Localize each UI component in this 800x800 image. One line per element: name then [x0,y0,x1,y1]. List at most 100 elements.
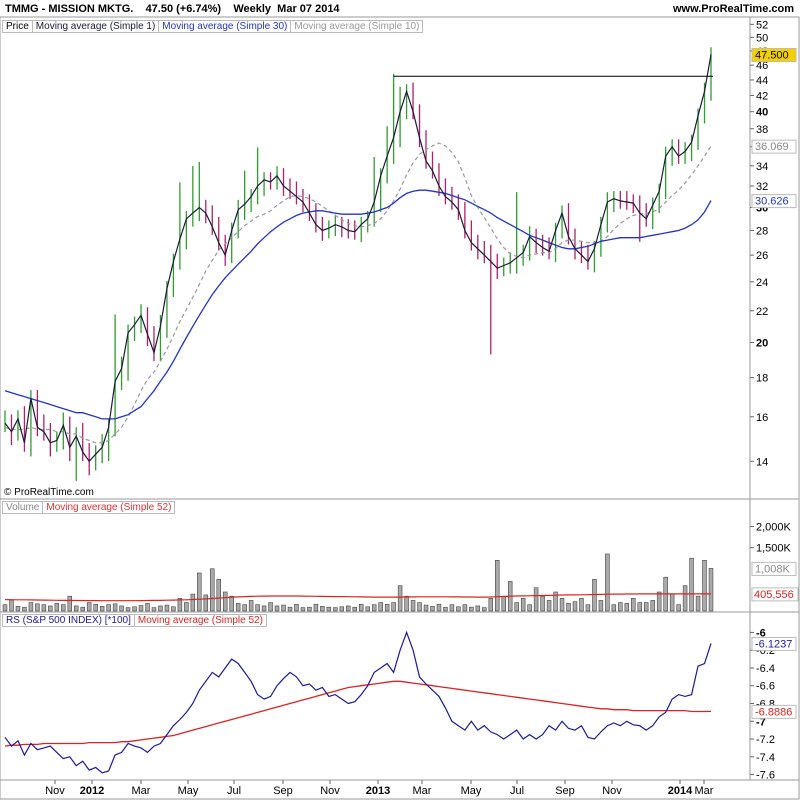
volume-bar [618,602,623,612]
volume-bar [255,604,260,612]
price-y-axis: 1416182022242628303234363840424446485052 [750,19,768,468]
volume-bar [203,594,209,612]
x-axis: Nov 2012 Mar May Jul Sep Nov 2013 Mar May Jul Sep No… [45,780,714,797]
volume-bar [605,553,610,612]
volume-bar [41,604,47,612]
volume-bar [145,603,150,612]
volume-bar [22,606,27,612]
volume-bar [287,606,293,612]
volume-bar [449,604,455,612]
price-tick-label: 44 [756,75,768,87]
x-tick-label: May [461,785,482,797]
volume-bar [210,568,215,612]
price-tick-label: 40 [756,107,768,119]
volume-bar [151,607,157,612]
legend-ma30: Moving average (Simple 30) [159,21,292,32]
volume-bar [339,606,345,612]
volume-bar [495,560,500,612]
volume-bar [2,604,8,612]
volume-bar [514,602,519,612]
volume-bar [164,604,170,612]
last-price-label: 47.500 [755,49,789,61]
rs-tick-label: -7 [756,716,766,728]
volume-bar [359,603,364,612]
volume-bar [404,595,409,612]
volume-bar [598,600,604,612]
x-tick-label: Mar [413,785,432,797]
volume-bar [9,599,14,612]
x-tick-label: Mar [695,785,714,797]
volume-bar [624,603,630,612]
x-tick-label: Jul [510,785,524,797]
price-tick-label: 46 [756,60,768,72]
quote-date: Mar 07 2014 [277,3,340,15]
volume-bar [216,579,221,612]
volume-bar [430,606,435,612]
price-tick-label: 16 [756,412,768,424]
x-tick-label: 2012 [80,785,104,797]
volume-bar [410,600,416,612]
volume-bar [326,606,332,612]
last-price-label-box [751,47,797,62]
volume-tick-label: 2,000K [756,522,792,534]
price-tick-label: 26 [756,250,768,262]
volume-bar [54,603,60,612]
volume-bar [443,606,448,612]
x-tick-label: 2014 [668,785,693,797]
ma10-value-label-box [751,139,797,154]
volume-bar [695,595,701,612]
volume-bar [488,598,494,612]
ticker-name: TMMG - MISSION MKTG. [5,3,134,15]
volume-bar [669,593,675,612]
volume-bar [93,603,98,612]
site-link[interactable]: www.ProRealTime.com [672,3,794,15]
rs-tick-label: -6 [756,627,766,639]
volume-bar [482,607,487,612]
volume-bar [643,602,649,612]
volume-bar [99,606,105,612]
last-quote: 47.50 (+6.74%) [145,3,222,15]
volume-bar [637,602,642,612]
rs-tick-label: -7.2 [756,734,775,746]
legend-volume-ma52: Moving average (Simple 52) [46,502,172,513]
volume-bar [689,557,694,612]
volume-bar [132,606,137,612]
ma30-line [4,189,712,420]
volume-bar [533,587,539,612]
price-legend: Price Moving average (Simple 1) Moving a… [2,20,424,33]
volume-bar [235,603,241,612]
volume-bar [365,606,370,612]
ma30-value-label: 30.626 [755,196,789,208]
volume-bar [527,604,532,612]
volume-bar [106,604,111,612]
legend-price: Price [3,21,33,32]
volume-bar [222,591,228,612]
x-tick-label: Nov [320,785,340,797]
volume-bar [585,604,591,612]
rs-tick-label: -7.6 [756,770,775,782]
x-tick-label: 2013 [366,785,390,797]
volume-bar [553,591,558,612]
volume-bar [650,600,655,612]
volume-bar [300,607,306,612]
volume-bar [384,603,390,612]
volume-bar [313,603,319,612]
price-tick-label: 24 [756,277,768,289]
volume-bar [171,606,176,612]
volume-bar [352,606,357,612]
weekly-range-bars [4,47,712,481]
rs-tick-label: -6.6 [756,681,775,693]
rs-tick-label: -6.4 [756,663,775,675]
volume-bar [119,605,124,612]
copyright-text: © ProRealTime.com [4,487,94,498]
volume-ma52-line [4,593,711,602]
volume-bar [371,604,377,612]
volume-bar [631,598,636,612]
x-tick-label: Nov [45,785,65,797]
x-tick-label: May [178,785,199,797]
price-line [4,54,712,463]
volume-bar [74,605,79,612]
volume-bar [274,605,280,612]
volume-bar [67,595,73,612]
